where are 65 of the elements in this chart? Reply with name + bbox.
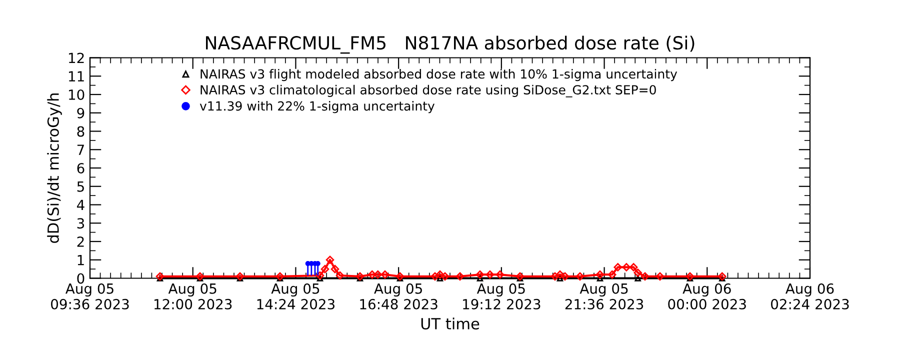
- point: [686, 275, 694, 282]
- chart-title: NASAAFRCMUL_FM5 N817NA absorbed dose rate (Si): [206, 36, 694, 54]
- x-tick-label: Aug 05 09:36 2023: [51, 283, 129, 310]
- y-tick-label: 2: [77, 236, 84, 247]
- point: [380, 270, 390, 279]
- point: [316, 275, 324, 282]
- y-tick-label: 10: [68, 89, 84, 100]
- point: [550, 272, 560, 281]
- point: [486, 270, 494, 279]
- point: [556, 270, 564, 279]
- y-tick-label: 6: [77, 162, 84, 174]
- y-tick-label: 11: [68, 71, 84, 82]
- y-tick-label: 3: [77, 218, 84, 229]
- y-axis-title: dD(Si)/dt microGy/h: [47, 94, 62, 243]
- point: [634, 268, 642, 277]
- point: [336, 271, 344, 280]
- point: [330, 264, 340, 274]
- point: [556, 275, 564, 282]
- y-tick-label: 7: [77, 144, 84, 155]
- point: [476, 270, 484, 279]
- point: [320, 264, 330, 274]
- y-tick-label: 0: [77, 273, 84, 284]
- x-tick-label: Aug 06 02:24 2023: [771, 283, 849, 310]
- point: [476, 275, 484, 282]
- point: [596, 275, 604, 282]
- x-tick-label: Aug 05 12:00 2023: [154, 283, 232, 310]
- point: [156, 275, 164, 282]
- point: [326, 256, 334, 264]
- point: [430, 272, 440, 281]
- point: [396, 275, 404, 282]
- point: [596, 270, 604, 279]
- point: [440, 272, 450, 281]
- x-tick-label: Aug 05 16:48 2023: [360, 283, 438, 310]
- point: [656, 272, 664, 281]
- y-tick-label: 8: [77, 126, 84, 137]
- y-tick-label: 5: [77, 182, 84, 192]
- point: [608, 270, 616, 279]
- legend-label: NAIRAS v3 flight modeled absorbed dose rate with 10% 1-sigma uncertainty: [200, 69, 678, 82]
- x-tick-label: Aug 06 00:00 2023: [668, 283, 746, 310]
- y-tick-label: 12: [68, 52, 84, 64]
- point: [614, 263, 622, 272]
- y-tick-label: 1: [78, 255, 84, 266]
- point: [576, 272, 584, 281]
- x-axis-title: UT time: [421, 318, 480, 330]
- point: [456, 272, 464, 281]
- x-tick-label: Aug 05 19:12 2023: [463, 283, 540, 310]
- legend-label: NAIRAS v3 climatological absorbed dose rate using SiDose_G2.txt SEP=0: [200, 84, 656, 98]
- y-tick-label: 9: [77, 108, 84, 118]
- point: [236, 275, 244, 282]
- point: [629, 263, 638, 272]
- y-tick-label: 4: [76, 200, 84, 210]
- legend-label: v11.39 with 22% 1-sigma uncertainty: [200, 101, 435, 114]
- point: [276, 275, 284, 282]
- point: [640, 272, 650, 281]
- point: [496, 270, 504, 279]
- point: [516, 275, 524, 282]
- point: [436, 270, 444, 279]
- x-tick-label: Aug 05 21:36 2023: [565, 283, 644, 310]
- point: [196, 275, 204, 282]
- point: [316, 271, 324, 280]
- x-tick-label: Aug 05 14:24 2023: [257, 283, 334, 310]
- point: [622, 263, 631, 272]
- point: [436, 275, 444, 282]
- point: [356, 275, 364, 282]
- point: [560, 272, 570, 281]
